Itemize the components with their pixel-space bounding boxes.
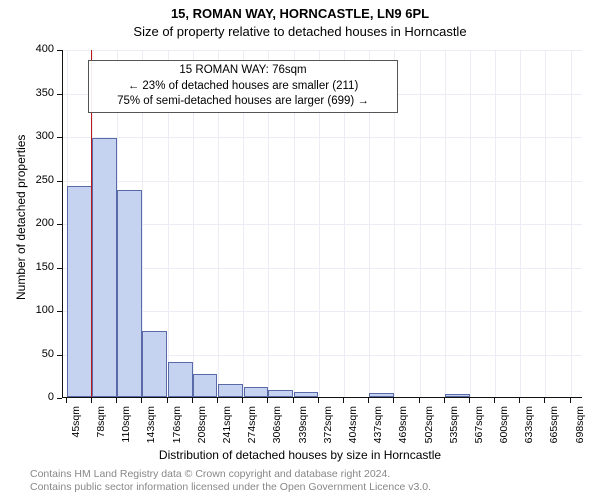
histogram-bar (67, 186, 92, 397)
grid-line-v (571, 50, 572, 397)
x-tick-label: 339sqm (297, 406, 309, 446)
annotation-line3: 75% of semi-detached houses are larger (… (93, 94, 393, 110)
histogram-bar (117, 190, 142, 397)
y-tick-label: 350 (24, 87, 54, 99)
y-tick-label: 150 (24, 261, 54, 273)
x-tick (91, 398, 92, 403)
x-axis-label: Distribution of detached houses by size … (0, 448, 600, 462)
histogram-bar (445, 394, 470, 397)
y-tick-label: 300 (24, 130, 54, 142)
y-tick (57, 224, 62, 225)
x-tick (293, 398, 294, 403)
x-tick (141, 398, 142, 403)
y-tick (57, 94, 62, 95)
footer-line1: Contains HM Land Registry data © Crown c… (30, 468, 590, 481)
grid-line-v (495, 50, 496, 397)
y-tick-label: 100 (24, 304, 54, 316)
chart-container: 15, ROMAN WAY, HORNCASTLE, LN9 6PL Size … (0, 0, 600, 500)
histogram-bar (369, 393, 394, 397)
x-tick-label: 274sqm (246, 406, 258, 446)
histogram-bar (218, 384, 243, 397)
x-tick-label: 469sqm (397, 406, 409, 446)
x-tick (116, 398, 117, 403)
chart-title-line2: Size of property relative to detached ho… (0, 24, 600, 39)
annotation-line2: ← 23% of detached houses are smaller (21… (93, 79, 393, 95)
annotation-box: 15 ROMAN WAY: 76sqm ← 23% of detached ho… (88, 60, 398, 113)
x-tick-label: 567sqm (473, 406, 485, 446)
y-tick (57, 398, 62, 399)
histogram-bar (294, 392, 319, 397)
x-tick (368, 398, 369, 403)
y-tick (57, 268, 62, 269)
x-tick (318, 398, 319, 403)
x-tick-label: 698sqm (574, 406, 586, 446)
x-tick-label: 110sqm (120, 406, 132, 446)
grid-line-h (63, 50, 582, 51)
grid-line-h (63, 137, 582, 138)
x-tick (494, 398, 495, 403)
histogram-bar (244, 387, 269, 397)
grid-line-v (545, 50, 546, 397)
x-tick (66, 398, 67, 403)
chart-title-line1: 15, ROMAN WAY, HORNCASTLE, LN9 6PL (0, 6, 600, 21)
y-tick (57, 181, 62, 182)
x-tick (192, 398, 193, 403)
x-tick (444, 398, 445, 403)
x-tick-label: 437sqm (372, 406, 384, 446)
x-tick (167, 398, 168, 403)
x-tick (343, 398, 344, 403)
y-tick (57, 50, 62, 51)
x-tick-label: 78sqm (95, 406, 107, 446)
x-tick-label: 372sqm (322, 406, 334, 446)
y-tick-label: 50 (24, 348, 54, 360)
histogram-bar (92, 138, 117, 397)
x-tick (267, 398, 268, 403)
x-tick-label: 143sqm (145, 406, 157, 446)
footer-line2: Contains public sector information licen… (30, 481, 590, 494)
x-tick-label: 633sqm (523, 406, 535, 446)
y-tick-label: 400 (24, 43, 54, 55)
x-tick-label: 241sqm (221, 406, 233, 446)
histogram-bar (268, 390, 293, 397)
x-tick (419, 398, 420, 403)
grid-line-v (420, 50, 421, 397)
x-tick-label: 502sqm (423, 406, 435, 446)
y-tick (57, 311, 62, 312)
y-tick (57, 137, 62, 138)
x-tick (217, 398, 218, 403)
annotation-line1: 15 ROMAN WAY: 76sqm (93, 63, 393, 79)
grid-line-h (63, 181, 582, 182)
footer-text: Contains HM Land Registry data © Crown c… (30, 468, 590, 494)
y-tick (57, 355, 62, 356)
x-tick (544, 398, 545, 403)
histogram-bar (193, 374, 218, 397)
x-tick-label: 600sqm (498, 406, 510, 446)
x-tick (519, 398, 520, 403)
x-tick (469, 398, 470, 403)
grid-line-v (445, 50, 446, 397)
grid-line-v (520, 50, 521, 397)
histogram-bar (142, 331, 167, 397)
y-tick-label: 0 (24, 391, 54, 403)
grid-line-v (470, 50, 471, 397)
y-tick-label: 250 (24, 174, 54, 186)
x-tick-label: 404sqm (347, 406, 359, 446)
histogram-bar (168, 362, 193, 397)
x-tick-label: 45sqm (70, 406, 82, 446)
x-tick (570, 398, 571, 403)
y-tick-label: 200 (24, 217, 54, 229)
x-tick-label: 535sqm (448, 406, 460, 446)
x-tick-label: 306sqm (271, 406, 283, 446)
x-tick-label: 665sqm (548, 406, 560, 446)
x-tick (393, 398, 394, 403)
x-tick-label: 176sqm (171, 406, 183, 446)
x-tick-label: 208sqm (196, 406, 208, 446)
x-tick (242, 398, 243, 403)
